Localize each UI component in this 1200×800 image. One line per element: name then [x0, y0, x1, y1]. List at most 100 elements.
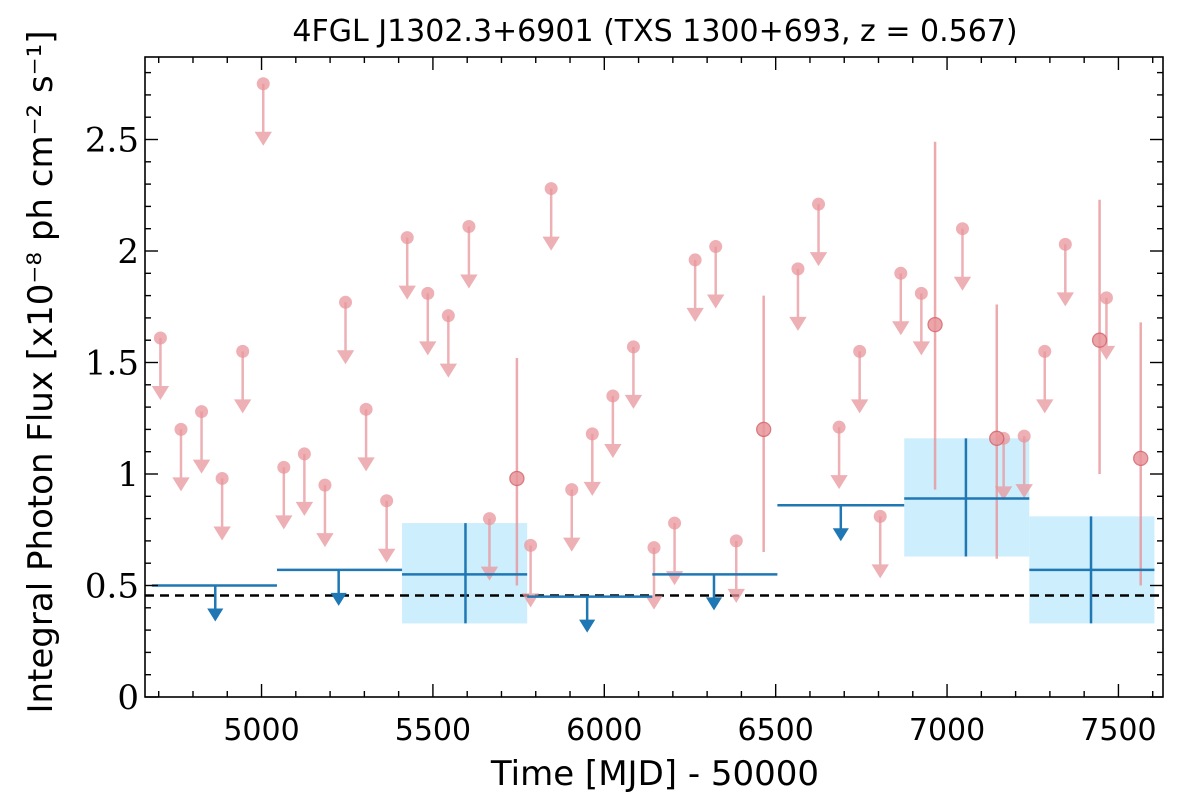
short-bin-upper-limit-marker: [914, 286, 928, 300]
short-bin-detection-point: [509, 470, 525, 487]
x-axis-label: Time [MJD] - 50000: [490, 754, 819, 794]
short-bin-upper-limit-head: [871, 564, 889, 579]
short-bin-upper-limit: [871, 516, 889, 579]
short-bin-upper-limit-marker: [832, 420, 846, 434]
short-bin-upper-limit: [542, 188, 560, 251]
short-bin-upper-limit-head: [809, 252, 828, 267]
short-bin-upper-limit: [789, 268, 807, 331]
short-bin-detection-point: [1091, 332, 1108, 348]
short-bin-upper-limit-head: [912, 341, 931, 356]
short-bin-upper-limit: [398, 237, 416, 300]
long-bin-upper-limit-arrow-head: [579, 619, 596, 633]
short-bin-upper-limit: [377, 500, 396, 563]
short-bin-upper-limit-head: [1056, 292, 1074, 307]
short-bin-upper-limit-marker: [174, 422, 188, 436]
data-marks: [145, 77, 1163, 633]
y-tick-label: 1: [117, 455, 139, 495]
short-bin-upper-limit-marker: [359, 402, 373, 416]
long-bin-upper-limit-arrow: [207, 585, 224, 622]
short-bin-upper-limit-marker: [894, 266, 908, 280]
x-tick-label: 5000: [223, 713, 299, 748]
short-bin-upper-limit-marker: [462, 219, 476, 233]
short-bin-upper-limit-marker: [236, 344, 250, 358]
short-bin-upper-limit: [336, 302, 355, 365]
short-bin-upper-limit: [192, 411, 211, 474]
short-bin-upper-limit-marker: [380, 494, 394, 508]
short-bin-upper-limit-marker: [955, 222, 969, 236]
short-bin-upper-limit-head: [377, 548, 396, 563]
short-bin-upper-limit-head: [439, 363, 458, 378]
short-bin-upper-limit-marker: [1058, 237, 1072, 251]
short-bin-upper-limit-marker: [153, 331, 167, 345]
x-tick-label: 7500: [1080, 713, 1156, 748]
short-bin-upper-limit-marker: [626, 340, 640, 354]
short-bin-upper-limit-head: [789, 316, 807, 331]
short-bin-upper-limit-marker: [729, 534, 743, 548]
short-bin-upper-limit-marker: [585, 427, 599, 441]
short-bin-upper-limit: [727, 540, 745, 603]
y-tick-label: 2.5: [85, 121, 139, 161]
short-bin-upper-limit: [809, 204, 828, 267]
short-bin-upper-limit: [1056, 244, 1074, 307]
short-bin-upper-limit-marker: [256, 77, 270, 91]
long-bin-upper-limit-arrow: [330, 569, 347, 606]
long-bin-upper-limit-arrow-head: [207, 608, 224, 622]
short-bin-upper-limit-head: [398, 285, 416, 300]
short-bin-upper-limit-marker: [441, 309, 455, 323]
short-bin-upper-limit-head: [994, 486, 1013, 501]
short-bin-upper-limit-head: [336, 350, 355, 365]
short-bin-upper-limit-head: [316, 533, 334, 548]
short-bin-upper-limit-marker: [709, 240, 723, 254]
short-bin-upper-limit: [439, 315, 458, 378]
x-tick-label: 6500: [738, 713, 814, 748]
short-bin-upper-limit-marker: [1038, 344, 1052, 358]
short-bin-upper-limit-marker: [853, 344, 867, 358]
short-bin-upper-limit: [953, 228, 972, 291]
short-bin-upper-limit: [172, 429, 190, 492]
short-bin-upper-limit-marker: [544, 182, 558, 196]
short-bin-upper-limit: [604, 395, 622, 458]
short-bin-upper-limit-marker: [524, 538, 538, 552]
short-bin-upper-limit: [830, 427, 848, 490]
short-bin-upper-limit-head: [1097, 345, 1116, 360]
chart-title: 4FGL J1302.3+6901 (TXS 1300+693, z = 0.5…: [292, 14, 1017, 49]
short-bin-upper-limit-head: [1036, 399, 1054, 414]
short-bin-upper-limit-head: [213, 526, 231, 541]
short-bin-upper-limit-marker: [339, 295, 353, 309]
plot-frame: [144, 56, 1164, 698]
long-bin-upper-limit-arrow-head: [832, 528, 849, 542]
short-bin-upper-limit-marker: [873, 509, 887, 523]
short-bin-detection-point: [989, 430, 1005, 446]
short-bin-upper-limit-head: [892, 321, 910, 336]
short-bin-upper-limit: [1015, 436, 1033, 499]
short-bin-upper-limit-head: [254, 131, 272, 146]
short-bin-detection-point: [1133, 450, 1149, 467]
short-bin-upper-limit: [295, 453, 314, 516]
short-bin-upper-limit-head: [151, 385, 170, 400]
short-bin-upper-limit-marker: [215, 471, 229, 485]
short-bin-upper-limit-head: [604, 443, 622, 458]
short-bin-upper-limit: [645, 547, 663, 610]
short-bin-upper-limit: [213, 478, 231, 541]
long-bin-upper-limit-arrow: [579, 596, 596, 633]
short-bin-upper-limit: [583, 433, 601, 496]
short-bin-upper-limit: [563, 489, 581, 552]
x-tick-label: 5500: [395, 713, 471, 748]
long-bin-upper-limit-arrow: [705, 574, 723, 611]
short-bin-upper-limit: [912, 293, 931, 356]
short-bin-detection-point: [927, 316, 943, 333]
y-tick-label: 0: [117, 678, 139, 718]
short-bin-upper-limit-marker: [647, 541, 661, 555]
short-bin-upper-limit-head: [830, 475, 848, 490]
short-bin-upper-limit-head: [172, 477, 190, 492]
short-bin-upper-limit: [234, 351, 252, 414]
short-bin-upper-limit-marker: [791, 262, 805, 276]
short-bin-upper-limit-head: [295, 501, 314, 516]
short-bin-upper-limit: [275, 467, 293, 530]
short-bin-upper-limit: [850, 351, 869, 414]
short-bin-upper-limit-head: [707, 294, 725, 309]
short-bin-upper-limit: [994, 438, 1013, 501]
y-axis-label: Integral Photon Flux [x10⁻⁸ ph cm⁻² s⁻¹]: [21, 30, 61, 713]
short-bin-upper-limit-marker: [297, 447, 311, 461]
